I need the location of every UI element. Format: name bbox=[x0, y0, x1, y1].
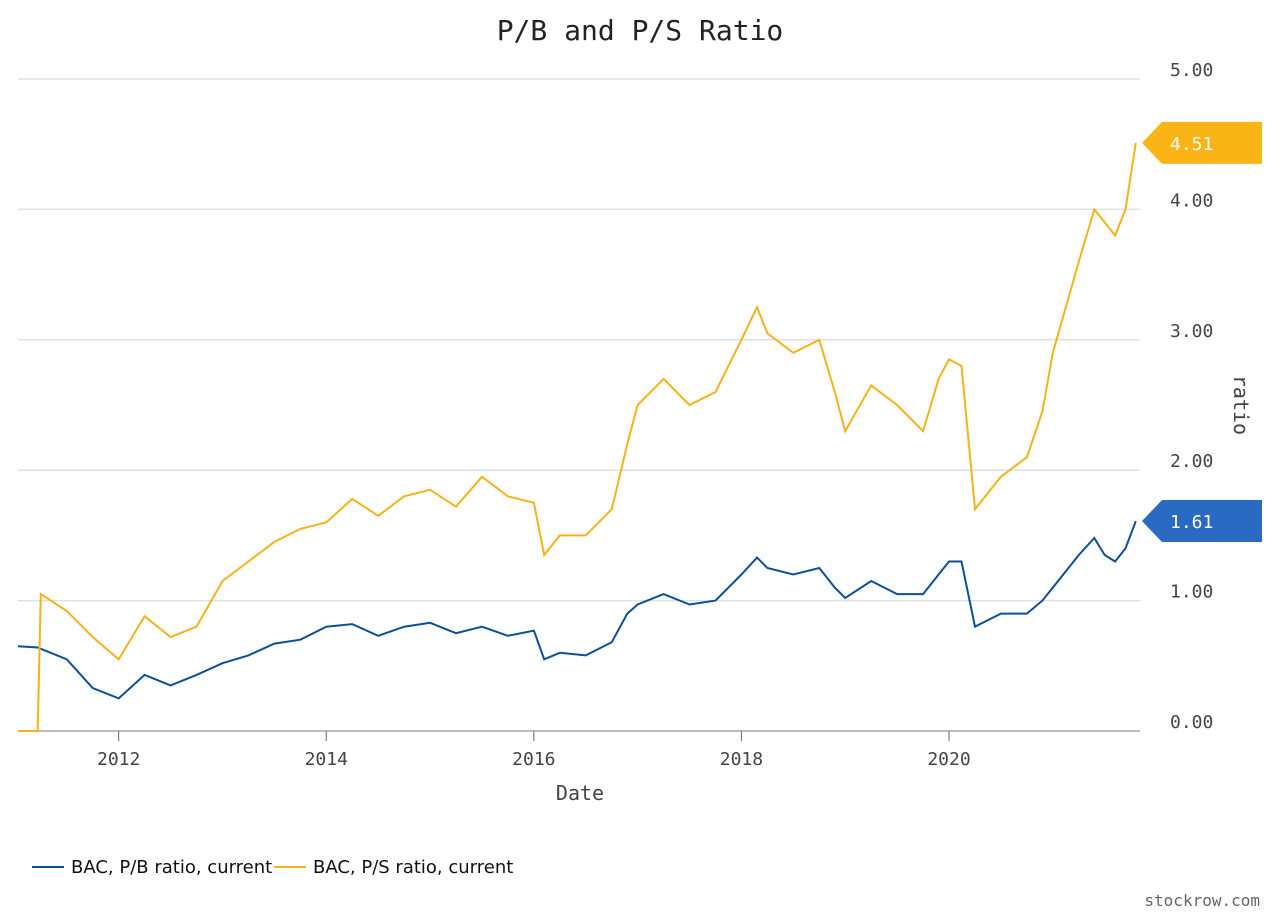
last-value-badge bbox=[1142, 121, 1262, 164]
chart-title: P/B and P/S Ratio bbox=[497, 14, 784, 47]
y-tick-label: 1.00 bbox=[1170, 582, 1213, 603]
x-tick-label: 2012 bbox=[97, 749, 140, 770]
legend-label: BAC, P/B ratio, current bbox=[71, 857, 272, 878]
x-tick-label: 2018 bbox=[720, 749, 763, 770]
y-axis-label: ratio bbox=[1229, 375, 1253, 435]
x-tick-label: 2020 bbox=[927, 749, 970, 770]
legend-label: BAC, P/S ratio, current bbox=[313, 857, 513, 878]
last-value-label: 1.61 bbox=[1170, 512, 1213, 533]
last-value-label: 4.51 bbox=[1170, 134, 1213, 155]
y-tick-label: 2.00 bbox=[1170, 451, 1213, 472]
y-tick-label: 0.00 bbox=[1170, 712, 1213, 733]
last-value-badge bbox=[1142, 500, 1262, 543]
series-line bbox=[17, 520, 1137, 700]
x-axis-label: Date bbox=[556, 781, 604, 805]
watermark: stockrow.com bbox=[1144, 891, 1260, 910]
x-tick-label: 2016 bbox=[512, 749, 555, 770]
series-line bbox=[18, 142, 1137, 732]
y-tick-label: 4.00 bbox=[1170, 190, 1213, 211]
y-tick-label: 3.00 bbox=[1170, 321, 1213, 342]
x-tick-label: 2014 bbox=[305, 749, 348, 770]
y-tick-label: 5.00 bbox=[1170, 60, 1213, 81]
